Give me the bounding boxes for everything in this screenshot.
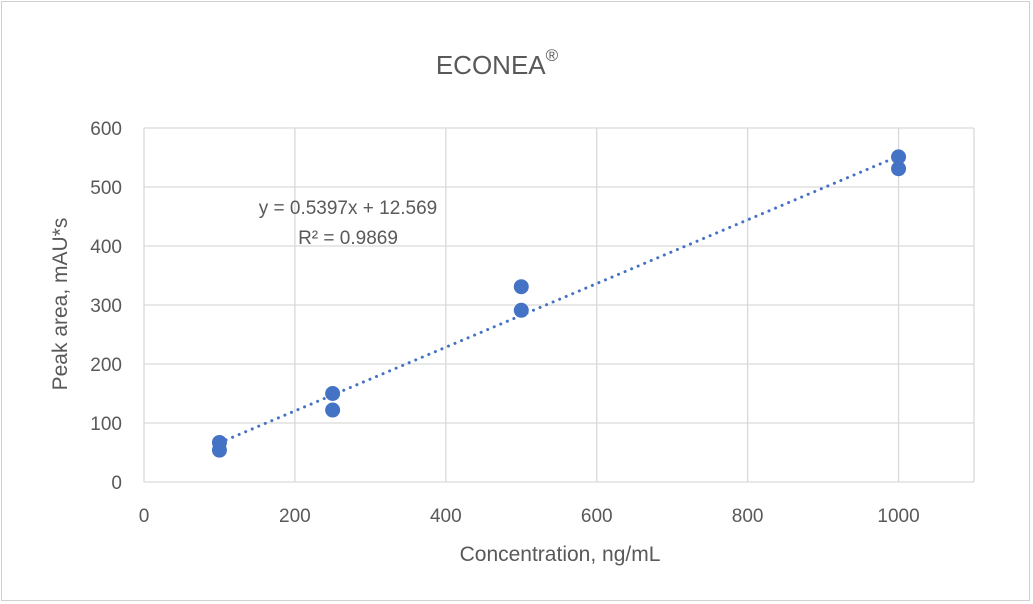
data-point-0-3 bbox=[325, 402, 341, 418]
x-axis-label: Concentration, ng/mL bbox=[460, 543, 661, 566]
chart-title-superscript: ® bbox=[546, 46, 559, 65]
y-axis-label: Peak area, mAU*s bbox=[49, 218, 72, 391]
data-point-0-7 bbox=[891, 161, 907, 177]
y-tick-labels: 0 100 200 300 400 500 600 bbox=[90, 119, 122, 494]
data-point-0-5 bbox=[513, 302, 529, 318]
y-tick-label-0: 0 bbox=[111, 473, 122, 494]
y-tick-label-6: 600 bbox=[90, 119, 122, 140]
y-tick-label-1: 100 bbox=[90, 414, 122, 435]
trendline-equation: y = 0.5397x + 12.569 bbox=[259, 198, 438, 219]
x-tick-label-4: 800 bbox=[732, 506, 764, 527]
data-point-0-2 bbox=[325, 386, 341, 401]
x-tick-label-2: 400 bbox=[430, 506, 462, 527]
trendline-r-squared: R² = 0.9869 bbox=[298, 228, 398, 249]
chart-title-text: ECONEA bbox=[436, 50, 546, 80]
y-tick-label-3: 300 bbox=[90, 296, 122, 317]
gridlines bbox=[143, 127, 975, 483]
x-tick-label-1: 200 bbox=[279, 506, 311, 527]
x-tick-label-0: 0 bbox=[139, 506, 150, 527]
y-tick-label-5: 500 bbox=[90, 178, 122, 199]
x-tick-label-3: 600 bbox=[581, 506, 613, 527]
data-point-0-6 bbox=[891, 149, 907, 165]
y-tick-label-2: 200 bbox=[90, 355, 122, 376]
data-point-0-1 bbox=[211, 442, 227, 458]
data-points bbox=[211, 149, 907, 458]
chart-title: ECONEA® bbox=[436, 46, 559, 80]
trendline-group bbox=[217, 154, 901, 445]
data-point-0-4 bbox=[513, 279, 529, 295]
trendline bbox=[217, 154, 901, 445]
x-tick-label-5: 1000 bbox=[877, 506, 919, 527]
y-tick-label-4: 400 bbox=[90, 237, 122, 258]
x-tick-labels: 0 200 400 600 800 1000 bbox=[139, 506, 920, 527]
